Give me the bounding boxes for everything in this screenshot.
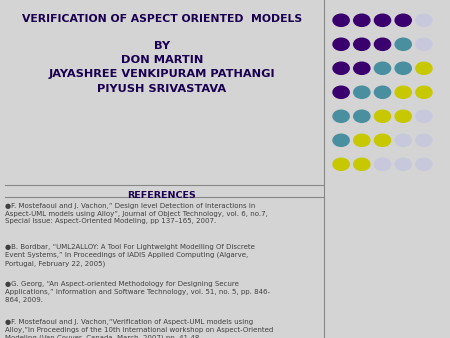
Circle shape — [374, 110, 391, 122]
Circle shape — [374, 38, 391, 50]
Text: REFERENCES: REFERENCES — [128, 191, 196, 200]
Circle shape — [416, 14, 432, 26]
Circle shape — [395, 134, 411, 146]
Circle shape — [374, 158, 391, 170]
Circle shape — [354, 110, 370, 122]
Circle shape — [333, 86, 349, 98]
Circle shape — [354, 38, 370, 50]
Circle shape — [416, 158, 432, 170]
Text: BY
DON MARTIN
JAYASHREE VENKIPURAM PATHANGI
PIYUSH SRIVASTAVA: BY DON MARTIN JAYASHREE VENKIPURAM PATHA… — [49, 41, 275, 94]
Text: ●F. Mostefaoui and J. Vachon,“Verification of Aspect-UML models using
Alloy,”In : ●F. Mostefaoui and J. Vachon,“Verificati… — [5, 319, 274, 338]
Circle shape — [395, 14, 411, 26]
Circle shape — [374, 62, 391, 74]
Circle shape — [354, 158, 370, 170]
Circle shape — [395, 158, 411, 170]
Text: ●F. Mostefaoui and J. Vachon,” Design level Detection of Interactions in
Aspect-: ●F. Mostefaoui and J. Vachon,” Design le… — [5, 203, 268, 224]
Circle shape — [416, 38, 432, 50]
Circle shape — [416, 62, 432, 74]
Circle shape — [416, 134, 432, 146]
Circle shape — [416, 86, 432, 98]
Circle shape — [374, 14, 391, 26]
Circle shape — [333, 158, 349, 170]
Text: VERIFICATION OF ASPECT ORIENTED  MODELS: VERIFICATION OF ASPECT ORIENTED MODELS — [22, 14, 302, 24]
Circle shape — [374, 134, 391, 146]
Circle shape — [333, 38, 349, 50]
Circle shape — [395, 86, 411, 98]
Circle shape — [333, 62, 349, 74]
Circle shape — [354, 14, 370, 26]
Circle shape — [395, 62, 411, 74]
Circle shape — [416, 110, 432, 122]
Circle shape — [374, 86, 391, 98]
Text: ●B. Bordbar, “UML2ALLOY: A Tool For Lightweight Modelling Of Discrete
Event Syst: ●B. Bordbar, “UML2ALLOY: A Tool For Ligh… — [5, 244, 255, 267]
Circle shape — [333, 14, 349, 26]
Circle shape — [354, 86, 370, 98]
Text: ●G. Georg, “An Aspect-oriented Methodology for Designing Secure
Applications,” I: ●G. Georg, “An Aspect-oriented Methodolo… — [5, 281, 270, 303]
Circle shape — [333, 134, 349, 146]
Circle shape — [354, 134, 370, 146]
Circle shape — [333, 110, 349, 122]
Circle shape — [395, 38, 411, 50]
Circle shape — [354, 62, 370, 74]
Circle shape — [395, 110, 411, 122]
